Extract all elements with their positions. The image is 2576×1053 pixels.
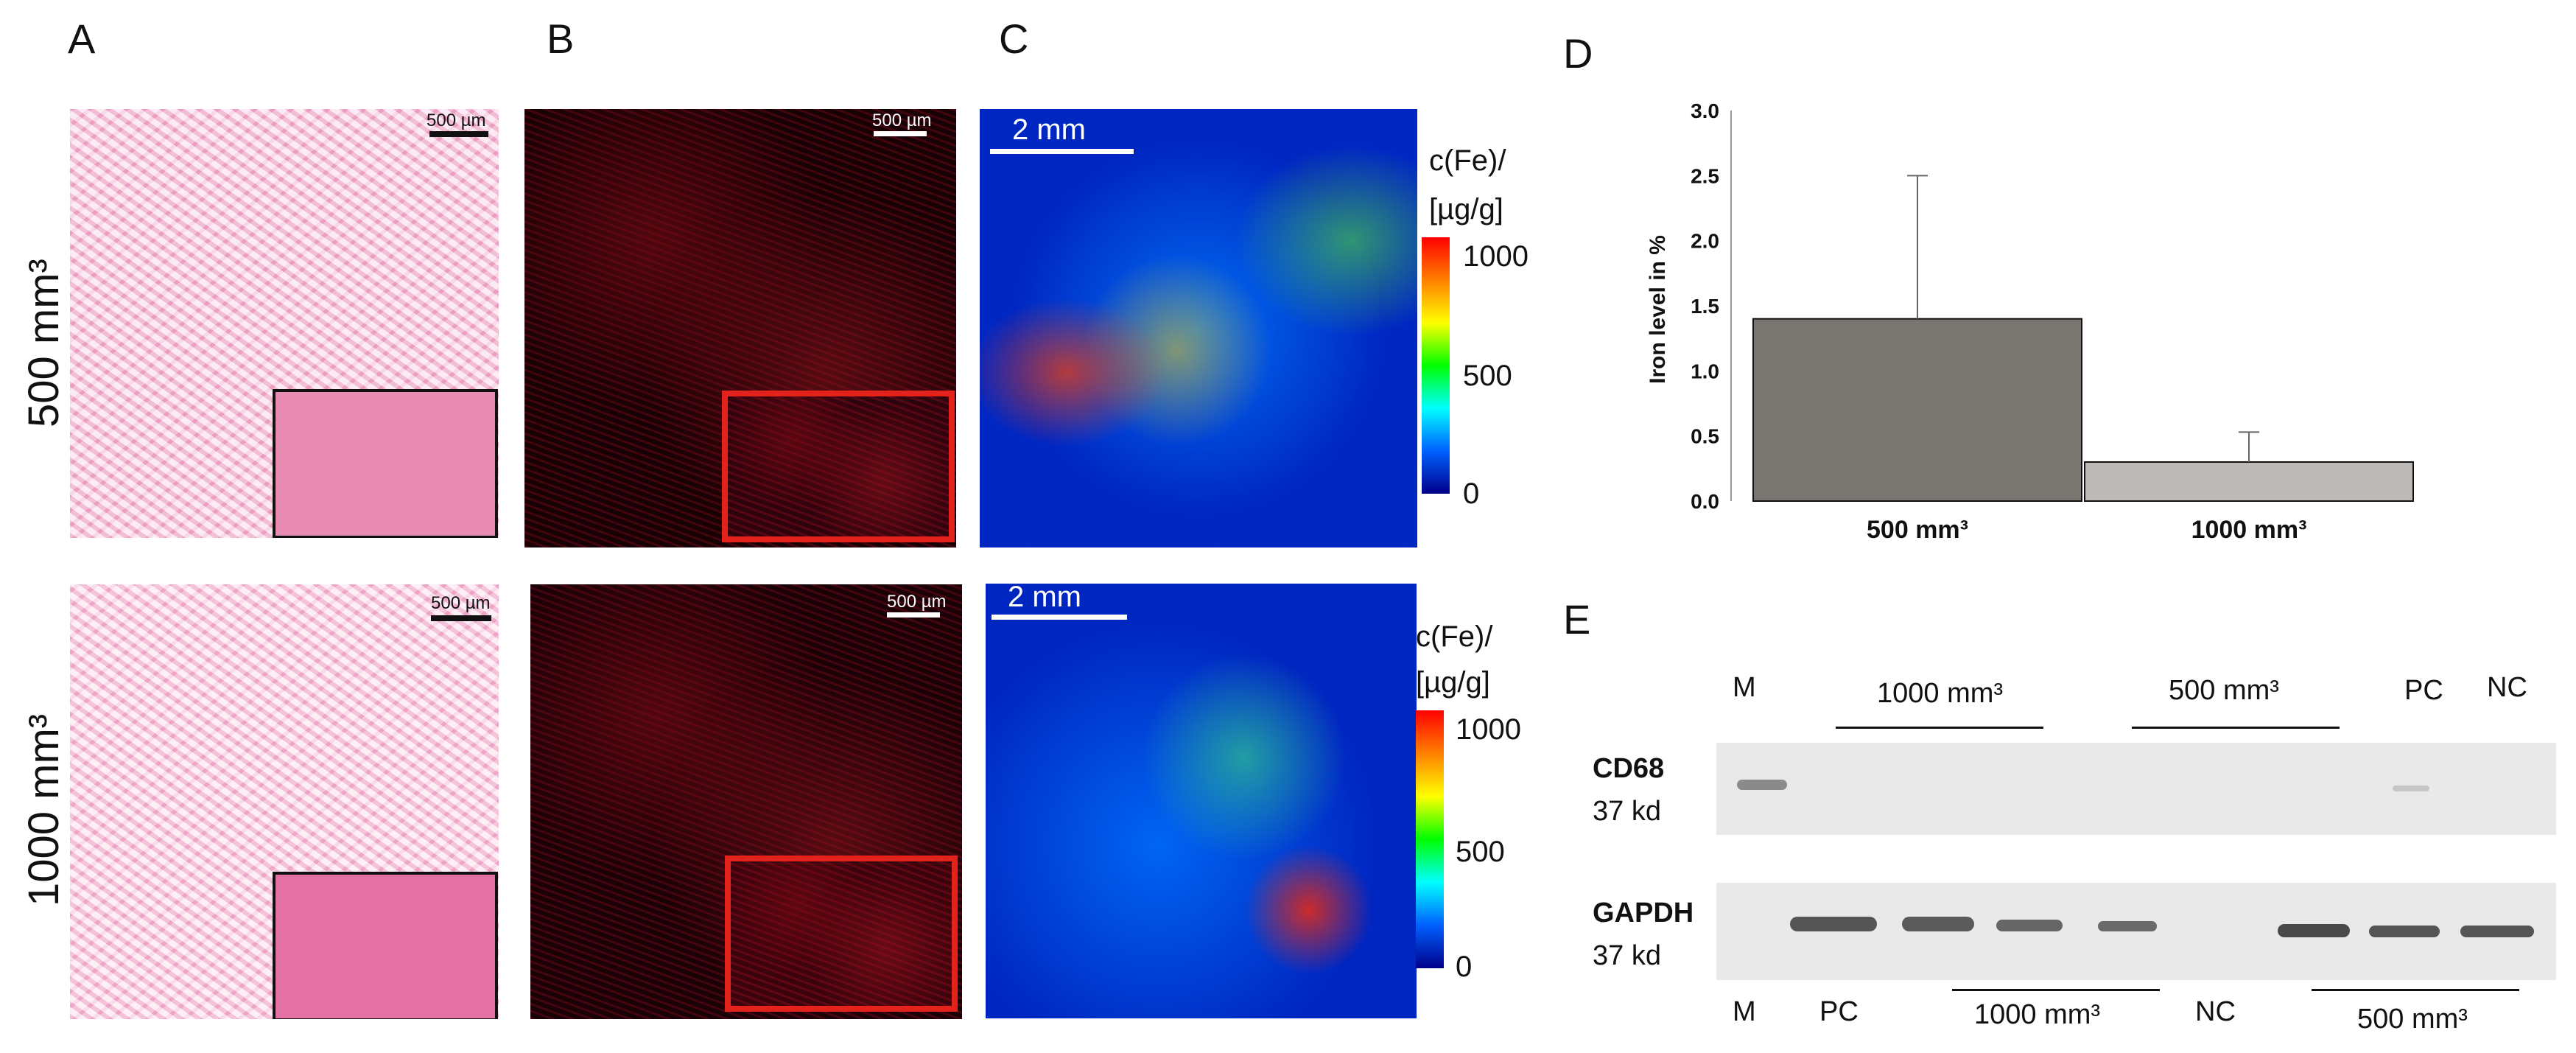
- colorbar-unit: [µg/g]: [1416, 666, 1490, 699]
- blot-band: [1737, 780, 1787, 790]
- colorbar: [1416, 710, 1444, 968]
- fluorescence-image-1000: 500 µm: [530, 584, 962, 1019]
- colorbar-tick: 500: [1456, 836, 1505, 868]
- lane-label-pc: PC: [1819, 996, 1859, 1027]
- row-label-1000: 1000 mm³: [20, 713, 68, 906]
- he-stain-image-1000: 500 µm: [70, 584, 499, 1019]
- gapdh-label: GAPDH: [1593, 898, 1694, 928]
- scale-bar: [431, 615, 491, 621]
- row-label-500: 500 mm³: [20, 259, 68, 427]
- y-tick-label: 1.5: [1691, 295, 1719, 318]
- fluorescence-image-500: 500 µm: [524, 109, 956, 548]
- panel-label-b: B: [547, 15, 575, 62]
- colorbar-tick: 1000: [1463, 240, 1529, 273]
- panel-label-d: D: [1563, 30, 1593, 77]
- scale-bar: [874, 131, 927, 136]
- he-inset: [273, 872, 498, 1019]
- x-category-label: 500 mm³: [1867, 516, 1968, 544]
- blot-band: [2278, 924, 2350, 937]
- blot-band: [1996, 920, 2063, 931]
- y-tick-label: 3.0: [1691, 99, 1719, 122]
- y-tick-label: 2.5: [1691, 164, 1719, 187]
- colorbar-tick: 500: [1463, 360, 1512, 392]
- x-category-label: 1000 mm³: [2191, 516, 2307, 544]
- iron-map-image-500: 2 mm: [980, 109, 1417, 548]
- scale-bar: [992, 615, 1127, 620]
- bar: [2084, 461, 2414, 502]
- colorbar-tick: 0: [1456, 951, 1473, 983]
- lane-label-nc: NC: [2195, 996, 2236, 1027]
- y-axis-label: Iron level in %: [1646, 235, 1670, 384]
- lane-group-label-1000: 1000 mm³: [1877, 678, 2004, 709]
- lane-group-line: [1836, 727, 2043, 729]
- blot-band: [2393, 786, 2429, 791]
- cd68-label: CD68: [1593, 753, 1665, 784]
- colorbar-title: c(Fe)/: [1416, 620, 1493, 653]
- blot-band: [1790, 917, 1877, 931]
- lane-label-m: M: [1733, 996, 1756, 1027]
- lane-group-line: [2312, 989, 2519, 991]
- gapdh-kd: 37 kd: [1593, 940, 1661, 971]
- lane-group-line: [1952, 989, 2160, 991]
- colorbar-unit: [µg/g]: [1429, 193, 1503, 225]
- lane-group-line: [2132, 727, 2340, 729]
- he-stain-image-500: 500 µm: [70, 109, 499, 538]
- scale-label: 500 µm: [431, 593, 491, 613]
- scale-bar: [429, 131, 488, 137]
- fluorescence-inset: [725, 856, 958, 1012]
- colorbar-tick: 0: [1463, 477, 1480, 510]
- scale-bar: [990, 149, 1134, 154]
- lane-group-label-1000: 1000 mm³: [1974, 999, 2101, 1030]
- colorbar-title: c(Fe)/: [1429, 144, 1506, 177]
- gapdh-blot-image: [1716, 883, 2556, 980]
- he-inset: [273, 389, 498, 538]
- blot-band: [2098, 921, 2157, 931]
- cd68-blot-image: [1716, 743, 2556, 835]
- y-tick-label: 0.5: [1691, 425, 1719, 448]
- lane-label-nc: NC: [2487, 672, 2527, 703]
- scale-label: 500 µm: [872, 111, 932, 130]
- cd68-kd: 37 kd: [1593, 796, 1661, 827]
- bar: [1752, 318, 2082, 502]
- colorbar-tick: 1000: [1456, 713, 1521, 746]
- iron-level-chart: 3.0 2.5 2.0 1.5 1.0 0.5 0.0 500 mm³ 1000 mm³ Ir…: [1646, 99, 2414, 544]
- blot-band: [2460, 926, 2534, 937]
- panel-label-c: C: [999, 15, 1029, 62]
- fluorescence-inset: [722, 391, 955, 542]
- panel-label-e: E: [1563, 596, 1591, 643]
- lane-label-m: M: [1733, 672, 1756, 703]
- lane-label-pc: PC: [2404, 675, 2443, 706]
- lane-group-label-500: 500 mm³: [2357, 1004, 2468, 1035]
- y-tick-label: 0.0: [1691, 490, 1719, 513]
- blot-band: [1902, 917, 1974, 931]
- blot-band: [2369, 926, 2440, 937]
- panel-label-a: A: [68, 15, 96, 62]
- colorbar: [1422, 237, 1450, 494]
- scale-label: 2 mm: [1008, 584, 1081, 613]
- iron-map-image-1000: 2 mm: [986, 584, 1417, 1018]
- scale-bar: [887, 612, 940, 618]
- y-tick-label: 1.0: [1691, 360, 1719, 382]
- y-tick-label: 2.0: [1691, 230, 1719, 253]
- lane-group-label-500: 500 mm³: [2169, 675, 2279, 706]
- scale-label: 500 µm: [887, 592, 947, 612]
- scale-label: 500 µm: [427, 111, 486, 130]
- scale-label: 2 mm: [1012, 113, 1086, 146]
